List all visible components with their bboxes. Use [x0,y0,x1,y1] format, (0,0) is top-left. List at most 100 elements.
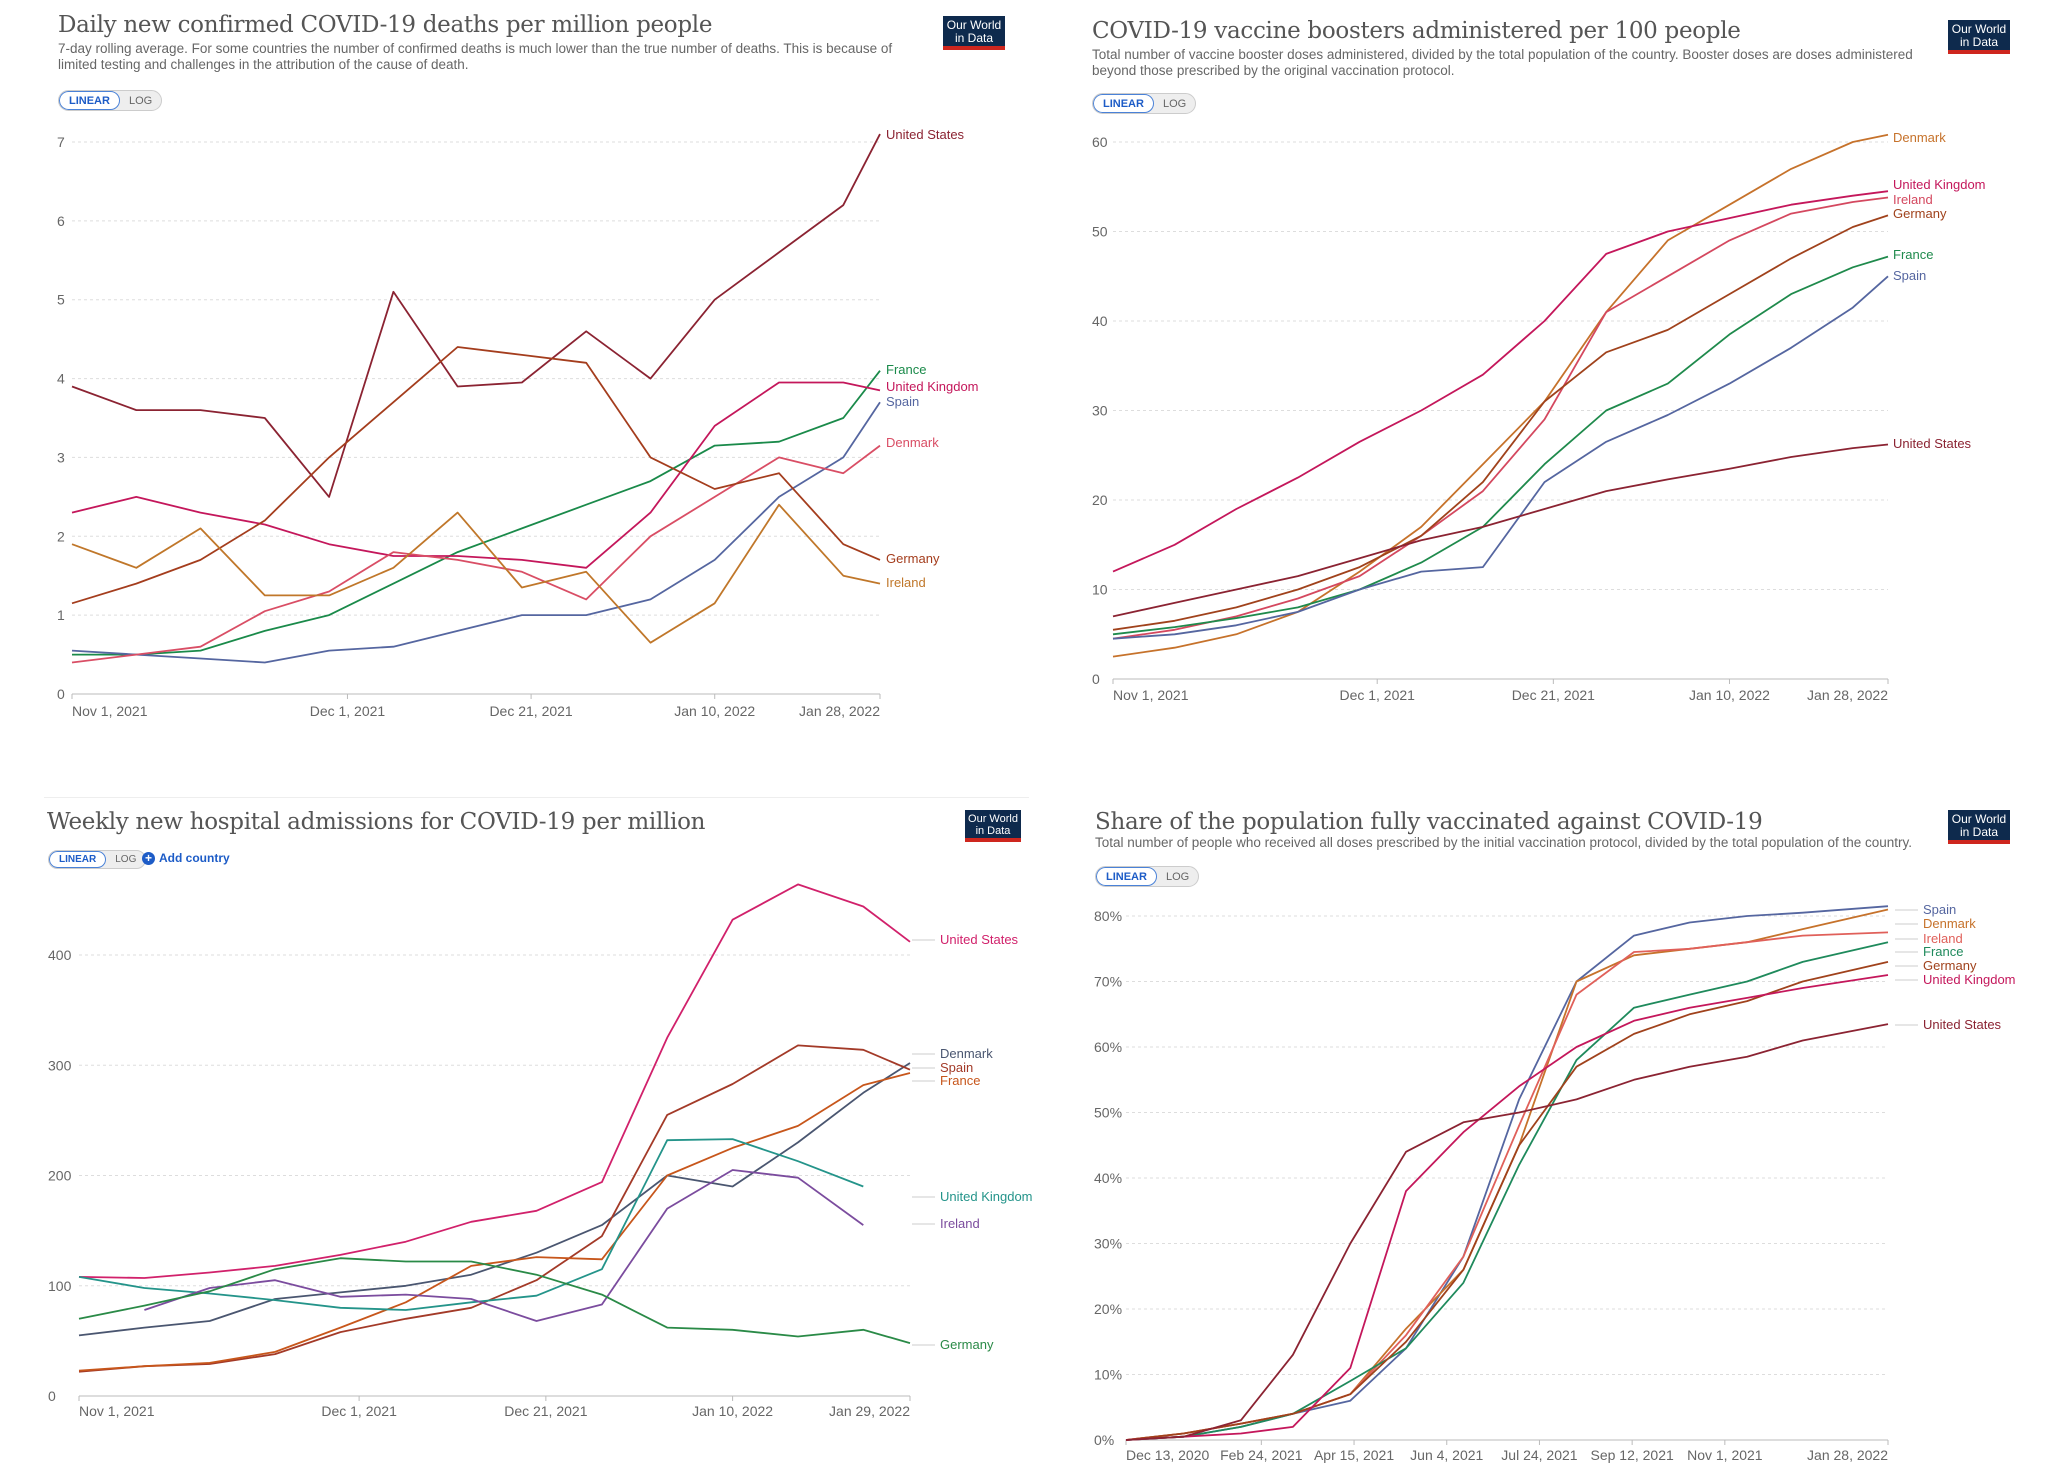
x-tick-label: Dec 21, 2021 [489,703,572,719]
series-label[interactable]: United Kingdom [886,379,979,394]
series-label[interactable]: France [886,362,926,377]
y-tick-label: 40% [1094,1170,1122,1186]
series-label[interactable]: Germany [940,1337,994,1352]
series-line-spain [1112,275,1889,640]
x-tick-label: Jan 28, 2022 [1807,687,1888,703]
scale-toggle-boosters: LINEAR LOG [1092,93,1197,114]
y-tick-label: 5 [57,292,65,308]
series-label[interactable]: Denmark [886,435,939,450]
x-tick-label: Nov 1, 2021 [1687,1447,1763,1463]
y-tick-label: 70% [1094,974,1122,990]
scale-toggle-deaths: LINEAR LOG [58,90,163,111]
series-line-france [78,1072,911,1372]
series-label[interactable]: United States [886,127,965,142]
add-country-button[interactable]: + Add country [142,851,230,865]
y-tick-label: 0 [48,1388,56,1404]
log-button[interactable]: LOG [128,94,153,107]
owid-logo[interactable]: Our World in Data [965,810,1021,842]
series-line-united-states [78,883,911,1279]
series-line-germany [78,1257,911,1344]
series-line-united-states [1112,443,1889,618]
y-tick-label: 400 [48,947,72,963]
series-line-france [72,370,881,656]
series-line-denmark [78,1062,911,1337]
y-tick-label: 7 [57,134,65,150]
series-label[interactable]: France [1893,247,1933,262]
linear-button[interactable]: LINEAR [1093,94,1154,113]
series-line-united-kingdom [1112,190,1889,573]
owid-logo[interactable]: Our World in Data [1948,20,2010,54]
series-label[interactable]: France [1923,944,1963,959]
series-line-ireland [1125,931,1889,1441]
y-tick-label: 100 [48,1278,72,1294]
x-tick-label: Dec 13, 2020 [1126,1447,1209,1463]
series-label[interactable]: United Kingdom [1923,972,2016,987]
series-label[interactable]: Ireland [1923,931,1963,946]
x-tick-label: Jul 24, 2021 [1501,1447,1577,1463]
x-tick-label: Nov 1, 2021 [72,703,148,719]
y-tick-label: 10% [1094,1367,1122,1383]
series-label[interactable]: Germany [1923,958,1977,973]
y-tick-label: 80% [1094,908,1122,924]
series-label[interactable]: Germany [886,551,940,566]
y-tick-label: 60 [1092,134,1108,150]
linear-button[interactable]: LINEAR [49,851,107,868]
series-label[interactable]: Spain [886,394,919,409]
y-tick-label: 0 [57,686,65,702]
y-tick-label: 50 [1092,224,1108,240]
linear-button[interactable]: LINEAR [1096,867,1157,886]
series-label[interactable]: United States [940,932,1019,947]
x-tick-label: Dec 1, 2021 [321,1403,397,1419]
owid-logo[interactable]: Our World in Data [1948,810,2010,844]
series-label[interactable]: Ireland [940,1216,980,1231]
log-button[interactable]: LOG [1162,97,1187,110]
series-line-france [1125,941,1889,1441]
add-country-label: Add country [159,851,230,865]
chart-title-hospital: Weekly new hospital admissions for COVID… [47,809,706,835]
x-tick-label: Dec 1, 2021 [1339,687,1415,703]
owid-logo[interactable]: Our World in Data [943,16,1005,50]
series-label[interactable]: United Kingdom [1893,177,1986,192]
y-tick-label: 3 [57,449,65,465]
series-label[interactable]: France [940,1073,980,1088]
x-tick-label: Feb 24, 2021 [1220,1447,1303,1463]
series-line-denmark [1125,908,1889,1441]
series-label[interactable]: United States [1923,1017,2002,1032]
x-tick-label: Jan 28, 2022 [799,703,880,719]
series-line-united-kingdom [71,381,881,569]
y-tick-label: 300 [48,1057,72,1073]
series-label[interactable]: Germany [1893,206,1947,221]
scale-toggle-vaccinated: LINEAR LOG [1095,866,1200,887]
series-line-ireland [1112,196,1889,640]
chart-title-boosters: COVID-19 vaccine boosters administered p… [1092,18,1741,44]
series-label[interactable]: Spain [1923,902,1956,917]
chart-subtitle-vaccinated: Total number of people who received all … [1095,835,1912,850]
x-tick-label: Nov 1, 2021 [1113,687,1189,703]
y-tick-label: 30 [1092,403,1108,419]
series-label[interactable]: Ireland [1893,192,1933,207]
chart-subtitle-boosters: Total number of vaccine booster doses ad… [1092,47,1913,78]
series-line-spain [78,1044,911,1373]
series-label[interactable]: United Kingdom [940,1189,1033,1204]
y-tick-label: 1 [57,607,65,623]
series-label[interactable]: United States [1893,436,1972,451]
series-label[interactable]: Denmark [1923,916,1976,931]
series-line-ireland [71,503,881,644]
y-tick-label: 20 [1092,492,1108,508]
y-tick-label: 20% [1094,1301,1122,1317]
y-tick-label: 10 [1092,582,1108,598]
x-tick-label: Dec 21, 2021 [1512,687,1595,703]
series-label[interactable]: Denmark [940,1046,993,1061]
log-button[interactable]: LOG [1165,870,1190,883]
series-label[interactable]: Denmark [1893,130,1946,145]
series-line-denmark [1112,133,1889,658]
log-button[interactable]: LOG [115,854,137,865]
linear-button[interactable]: LINEAR [59,91,120,110]
series-label[interactable]: Spain [1893,268,1926,283]
x-tick-label: Nov 1, 2021 [79,1403,155,1419]
series-label[interactable]: Ireland [886,575,926,590]
series-label[interactable]: Spain [940,1060,973,1075]
